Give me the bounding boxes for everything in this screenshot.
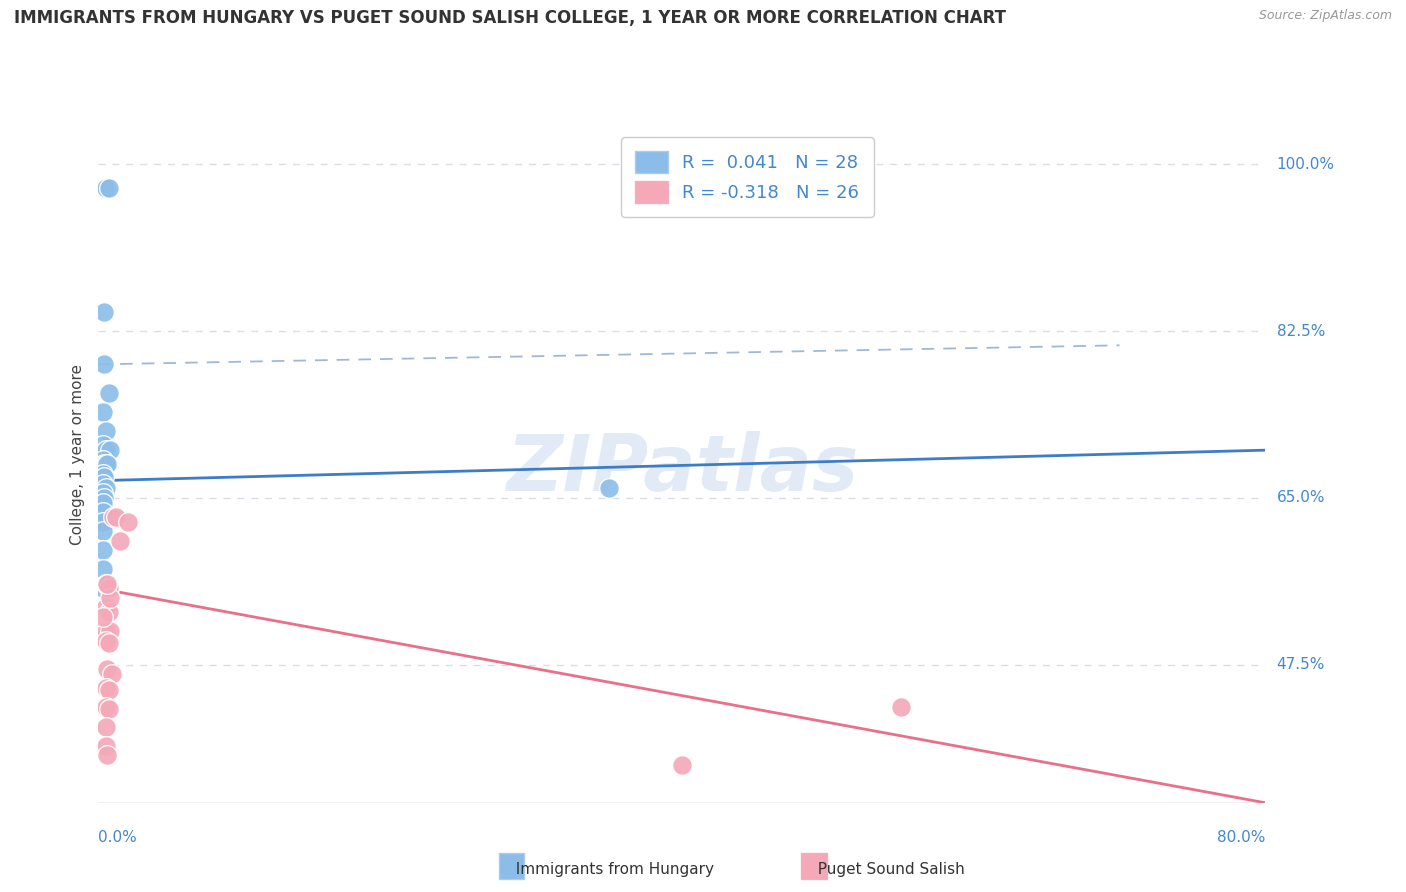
Point	[97, 683, 120, 698]
Text: Source: ZipAtlas.com: Source: ZipAtlas.com	[1258, 9, 1392, 22]
Point	[93, 470, 115, 484]
Point	[96, 458, 118, 472]
Point	[94, 443, 117, 458]
Point	[97, 386, 120, 401]
Point	[598, 481, 620, 495]
Point	[117, 515, 139, 529]
Bar	[499, 854, 524, 879]
Point	[97, 605, 120, 619]
Point	[93, 357, 115, 371]
Point	[93, 491, 115, 505]
Legend: R =  0.041   N = 28, R = -0.318   N = 26: R = 0.041 N = 28, R = -0.318 N = 26	[621, 137, 873, 217]
Point	[94, 181, 117, 195]
Point	[91, 562, 114, 576]
Point	[104, 509, 127, 524]
Text: Puget Sound Salish: Puget Sound Salish	[808, 863, 965, 877]
Point	[91, 476, 114, 491]
Point	[671, 757, 693, 772]
Point	[91, 524, 114, 538]
Text: Immigrants from Hungary: Immigrants from Hungary	[506, 863, 714, 877]
Point	[97, 702, 120, 716]
Point	[100, 667, 122, 681]
Point	[91, 582, 114, 596]
Text: 100.0%: 100.0%	[1277, 157, 1334, 172]
Point	[97, 635, 120, 649]
Point	[91, 467, 114, 481]
Point	[98, 591, 121, 605]
Point	[91, 405, 114, 419]
Point	[93, 305, 115, 319]
Point	[96, 748, 118, 763]
Text: 47.5%: 47.5%	[1277, 657, 1324, 672]
Text: 82.5%: 82.5%	[1277, 324, 1324, 339]
Point	[94, 600, 117, 615]
Point	[98, 443, 121, 458]
Point	[93, 458, 115, 472]
Point	[94, 700, 117, 714]
Point	[91, 486, 114, 500]
Point	[94, 681, 117, 696]
Point	[94, 576, 117, 591]
Y-axis label: College, 1 year or more: College, 1 year or more	[69, 365, 84, 545]
Point	[97, 582, 120, 596]
Point	[91, 438, 114, 452]
Point	[98, 624, 121, 639]
Point	[91, 515, 114, 529]
Point	[91, 505, 114, 519]
Point	[91, 495, 114, 509]
Point	[94, 458, 117, 472]
Point	[96, 662, 118, 676]
Point	[94, 624, 117, 639]
Point	[96, 576, 118, 591]
Point	[94, 481, 117, 495]
Point	[91, 452, 114, 467]
Text: ZIPatlas: ZIPatlas	[506, 431, 858, 507]
Point	[94, 424, 117, 438]
Text: IMMIGRANTS FROM HUNGARY VS PUGET SOUND SALISH COLLEGE, 1 YEAR OR MORE CORRELATIO: IMMIGRANTS FROM HUNGARY VS PUGET SOUND S…	[14, 9, 1007, 27]
Point	[97, 181, 120, 195]
Point	[91, 610, 114, 624]
Point	[94, 739, 117, 753]
Point	[94, 720, 117, 734]
Point	[890, 700, 912, 714]
Point	[94, 633, 117, 648]
Text: 80.0%: 80.0%	[1218, 830, 1265, 845]
Bar	[801, 854, 827, 879]
Point	[110, 533, 132, 548]
Text: 0.0%: 0.0%	[98, 830, 138, 845]
Point	[101, 509, 124, 524]
Point	[91, 543, 114, 558]
Text: 65.0%: 65.0%	[1277, 491, 1324, 505]
